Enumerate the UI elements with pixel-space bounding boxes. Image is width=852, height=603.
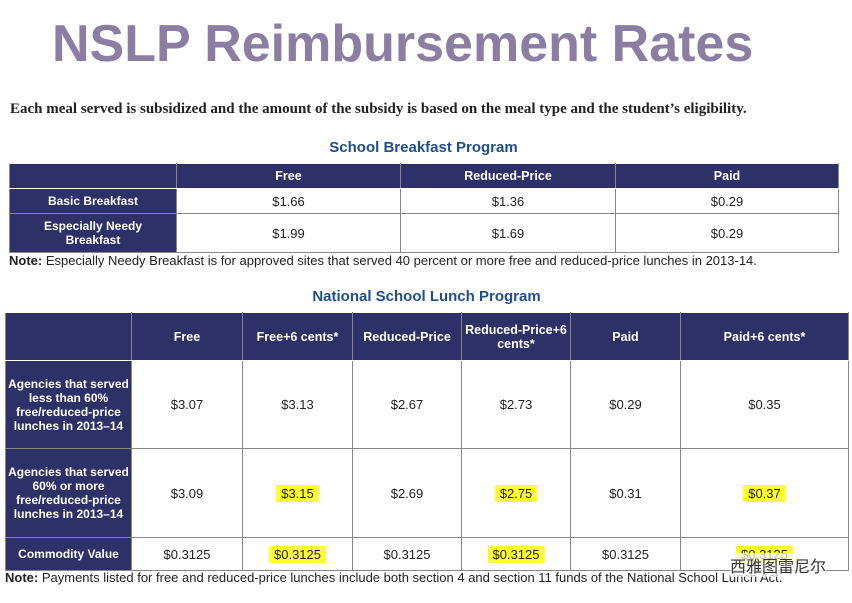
- cell: $0.29: [570, 360, 681, 449]
- header: Free: [176, 163, 401, 189]
- row-label: Commodity Value: [5, 537, 132, 571]
- row: Agencies that served less than 60% free/…: [5, 360, 849, 449]
- header: Paid: [570, 312, 681, 361]
- cell: $3.15: [242, 448, 353, 538]
- lunch-table: Free Free+6 cents* Reduced-Price Reduced-Pr…: [5, 312, 849, 571]
- header-row: Free Free+6 cents* Reduced-Price Reduced-Pr…: [5, 312, 849, 361]
- cell: $2.69: [352, 448, 462, 538]
- header: Free: [131, 312, 243, 361]
- cell: $3.07: [131, 360, 243, 449]
- row-label: Especially Needy Breakfast: [9, 213, 177, 253]
- cell: $1.99: [176, 213, 401, 253]
- cell: $0.37: [680, 448, 849, 538]
- cell: $2.75: [461, 448, 571, 538]
- intro: Each meal served is subsidized and the a…: [10, 101, 747, 117]
- header: Reduced-Price+6 cents*: [461, 312, 571, 361]
- cell: $0.3125: [570, 537, 681, 571]
- corner: [5, 312, 132, 361]
- cell: $2.73: [461, 360, 571, 449]
- highlighted-value: $3.15: [276, 484, 319, 502]
- cell: $0.29: [615, 188, 839, 214]
- note-label: Note:: [9, 253, 43, 268]
- highlighted-value: $2.75: [494, 484, 538, 502]
- highlighted-value: $0.37: [743, 484, 786, 502]
- row-label: Agencies that served less than 60% free/…: [5, 360, 132, 449]
- cell: $1.69: [400, 213, 616, 253]
- header: Reduced-Price: [352, 312, 462, 361]
- highlighted-value: $0.3125: [487, 545, 545, 563]
- cell: $2.67: [352, 360, 462, 449]
- breakfast-title: School Breakfast Program: [329, 139, 518, 156]
- lunch-note: Note: Payments listed for free and reduc…: [5, 570, 850, 585]
- breakfast-note: Note: Especially Needy Breakfast is for …: [9, 253, 852, 268]
- row: Commodity Value $0.3125 $0.3125 $0.3125 $0.3…: [5, 537, 849, 571]
- cell: $0.3125: [242, 537, 353, 571]
- cell: $0.3125: [131, 537, 243, 571]
- row: Agencies that served 60% or more free/re…: [5, 448, 849, 538]
- watermark: 西雅图雷尼尔: [729, 553, 826, 577]
- cell: $0.35: [680, 360, 849, 449]
- note-text: Especially Needy Breakfast is for approv…: [45, 253, 757, 268]
- cell: $1.66: [176, 188, 401, 214]
- highlighted-value: $0.3125: [269, 545, 326, 563]
- cell: $0.31: [570, 448, 681, 538]
- breakfast-table: Free Reduced-Price Paid Basic Breakfast …: [9, 163, 839, 253]
- cell: $1.36: [400, 188, 616, 214]
- lunch-title: National School Lunch Program: [312, 288, 541, 305]
- cell: $0.3125: [461, 537, 571, 571]
- cell: $0.29: [615, 213, 839, 253]
- header: Reduced-Price: [400, 163, 616, 189]
- row-label: Basic Breakfast: [9, 188, 177, 214]
- cell: $3.09: [131, 448, 243, 538]
- header: Paid: [615, 163, 839, 189]
- title: NSLP Reimbursement Rates: [52, 15, 754, 73]
- row-label: Agencies that served 60% or more free/re…: [5, 448, 132, 538]
- corner: [9, 163, 177, 189]
- note-text: Payments listed for free and reduced-pri…: [41, 570, 783, 585]
- header: Paid+6 cents*: [680, 312, 849, 361]
- note-label: Note:: [5, 570, 39, 585]
- cell: $3.13: [242, 360, 353, 449]
- cell: $0.3125: [352, 537, 462, 571]
- header: Free+6 cents*: [242, 312, 353, 361]
